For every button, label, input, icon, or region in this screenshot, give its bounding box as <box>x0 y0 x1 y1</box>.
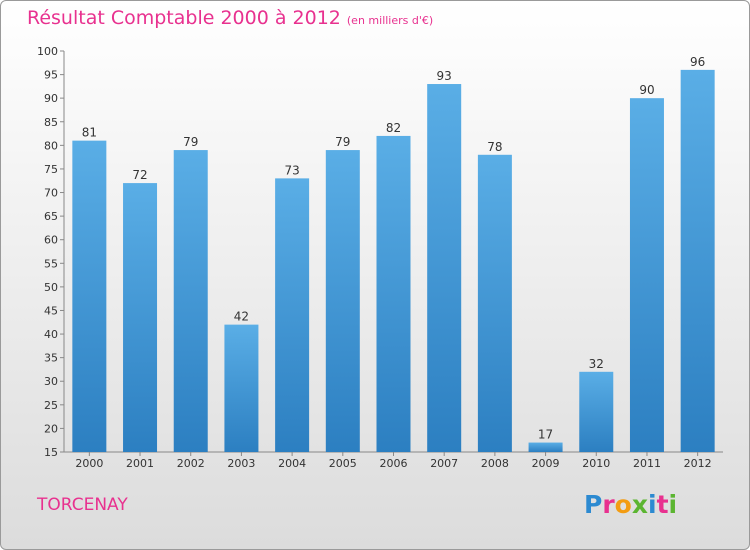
bar <box>72 140 107 452</box>
bar-chart: 15 20 25 30 35 40 45 50 55 60 65 70 75 80 85 90 95 100 81 2… <box>37 45 723 470</box>
bar <box>528 442 563 452</box>
logo-letter: t <box>656 490 669 519</box>
bar <box>477 154 512 452</box>
bar-value-label: 78 <box>487 140 502 154</box>
x-tick-label: 2011 <box>633 457 661 470</box>
x-tick-label: 2004 <box>278 457 306 470</box>
y-tick-label: 80 <box>44 139 58 152</box>
logo-letter: r <box>602 490 615 519</box>
y-tick-label: 45 <box>44 304 58 317</box>
x-tick-label: 2006 <box>380 457 408 470</box>
x-tick-label: 2010 <box>582 457 610 470</box>
bar <box>629 98 664 453</box>
x-tick-label: 2007 <box>430 457 458 470</box>
y-tick-label: 70 <box>44 187 58 200</box>
logo-letter: x <box>631 490 648 519</box>
bar-value-label: 82 <box>386 121 401 135</box>
y-tick-label: 25 <box>44 399 58 412</box>
bar-value-label: 79 <box>335 135 350 149</box>
bar <box>376 135 411 452</box>
bar-value-label: 79 <box>183 135 198 149</box>
bar <box>173 150 208 452</box>
y-tick-label: 75 <box>44 163 58 176</box>
x-tick-label: 2002 <box>177 457 205 470</box>
y-tick-label: 30 <box>44 375 58 388</box>
x-tick-label: 2000 <box>75 457 103 470</box>
bar <box>325 150 360 452</box>
chart-subtitle: (en milliers d'€) <box>346 14 434 27</box>
logo-letter: o <box>614 490 632 519</box>
bar-value-label: 93 <box>437 69 452 83</box>
y-tick-label: 65 <box>44 210 58 223</box>
x-tick-label: 2009 <box>532 457 560 470</box>
commune-name: TORCENAY <box>37 495 128 515</box>
bar-value-label: 72 <box>132 168 147 182</box>
y-tick-label: 100 <box>37 45 58 58</box>
logo-letter: i <box>668 490 678 519</box>
x-tick-label: 2001 <box>126 457 154 470</box>
y-tick-label: 35 <box>44 352 58 365</box>
y-tick-label: 20 <box>44 422 58 435</box>
y-tick-label: 90 <box>44 92 58 105</box>
y-tick-label: 15 <box>44 446 58 459</box>
chart-title: Résultat Comptable 2000 à 2012 (en millie… <box>27 7 433 29</box>
bar <box>579 371 614 452</box>
title-text: Résultat Comptable 2000 à 2012 <box>27 7 341 29</box>
bar <box>224 324 259 452</box>
y-tick-label: 55 <box>44 257 58 270</box>
bar-value-label: 90 <box>639 83 654 97</box>
logo-letter: P <box>584 490 603 519</box>
x-tick-label: 2005 <box>329 457 357 470</box>
bar-value-label: 81 <box>82 126 97 140</box>
y-tick-label: 40 <box>44 328 58 341</box>
y-tick-label: 95 <box>44 69 58 82</box>
x-tick-label: 2003 <box>227 457 255 470</box>
y-tick-label: 50 <box>44 281 58 294</box>
bar-value-label: 32 <box>589 357 604 371</box>
bar <box>123 183 158 452</box>
x-tick-label: 2008 <box>481 457 509 470</box>
bar <box>427 84 462 452</box>
y-tick-label: 85 <box>44 116 58 129</box>
x-tick-label: 2012 <box>684 457 712 470</box>
bar-value-label: 17 <box>538 428 553 442</box>
bar <box>680 69 715 452</box>
y-tick-label: 60 <box>44 234 58 247</box>
bar-value-label: 42 <box>234 310 249 324</box>
proxiti-logo[interactable]: Proxiti <box>584 490 677 519</box>
bar-value-label: 73 <box>284 163 299 177</box>
logo-letter: i <box>648 490 657 519</box>
bar-value-label: 96 <box>690 55 705 69</box>
bar <box>275 178 310 452</box>
